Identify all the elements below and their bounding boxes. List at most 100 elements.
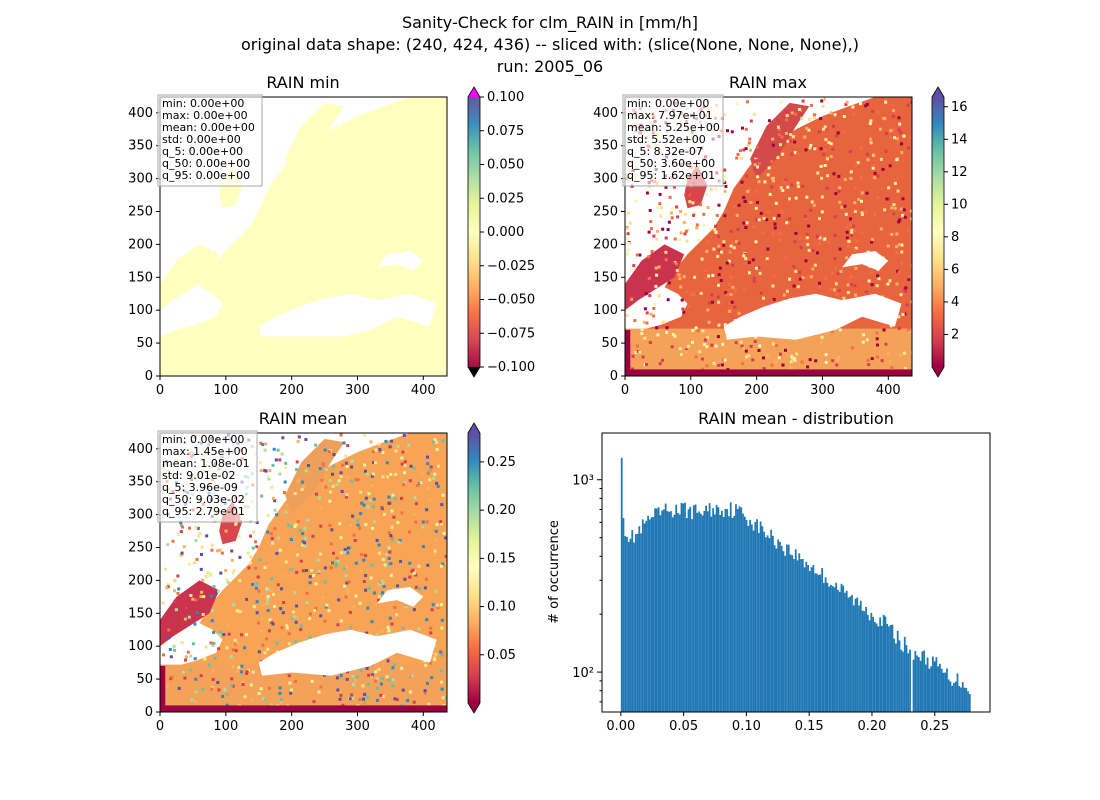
colorbar-tick-label: 0.050	[487, 158, 524, 173]
field-cell	[371, 505, 375, 509]
histogram-bar	[830, 584, 832, 712]
field-cell	[426, 471, 430, 475]
field-cell	[698, 350, 702, 354]
field-cell	[723, 358, 727, 362]
field-cell	[752, 113, 756, 116]
field-cell	[735, 213, 739, 217]
field-cell	[365, 631, 369, 635]
field-cell	[249, 683, 253, 687]
field-cell	[777, 232, 781, 236]
field-cell	[654, 284, 658, 288]
field-cell	[375, 538, 379, 542]
histogram-bar	[657, 507, 660, 712]
field-cell	[196, 526, 200, 530]
field-cell	[335, 483, 339, 486]
field-cell	[705, 364, 709, 368]
field-cell	[685, 350, 688, 354]
field-cell	[885, 197, 889, 201]
field-cell	[421, 545, 425, 549]
field-cell	[655, 237, 659, 241]
field-cell	[788, 217, 792, 221]
histogram-bar	[705, 505, 707, 712]
field-cell	[754, 206, 758, 210]
field-cell	[640, 328, 644, 331]
field-cell	[865, 191, 869, 195]
field-cell	[854, 246, 858, 250]
field-cell	[429, 626, 433, 630]
histogram-bar	[912, 659, 915, 712]
field-cell	[270, 485, 274, 489]
field-cell	[886, 244, 890, 248]
histogram-bar	[893, 638, 896, 712]
field-cell	[429, 465, 433, 469]
field-cell	[444, 554, 447, 558]
histogram-bar	[692, 505, 695, 712]
field-cell	[428, 499, 432, 502]
field-cell	[645, 363, 648, 366]
field-cell	[700, 357, 704, 361]
field-cell	[314, 582, 318, 586]
field-cell	[831, 359, 835, 363]
field-cell	[323, 619, 327, 623]
field-cell	[850, 228, 854, 232]
field-cell	[659, 214, 663, 218]
field-cell	[395, 698, 399, 702]
field-cell	[370, 673, 374, 677]
field-cell	[811, 249, 815, 252]
field-cell	[173, 589, 176, 593]
field-cell	[366, 695, 370, 699]
field-cell	[245, 633, 248, 637]
histogram-bar	[655, 508, 658, 712]
field-cell	[289, 538, 293, 541]
field-cell	[364, 496, 368, 500]
field-cell	[744, 127, 748, 131]
field-cell	[890, 366, 894, 370]
field-cell	[172, 644, 176, 648]
field-cell	[259, 469, 263, 473]
histogram-bar	[935, 657, 938, 712]
histogram-bar	[629, 538, 632, 712]
field-cell	[310, 679, 314, 683]
field-cell	[691, 328, 695, 332]
histogram-bar	[673, 514, 676, 712]
field-cell	[417, 564, 421, 568]
field-cell	[284, 560, 288, 564]
field-cell	[899, 207, 903, 211]
field-cell	[351, 514, 355, 518]
histogram-bar	[712, 508, 715, 712]
field-cell	[240, 664, 244, 668]
field-cell	[766, 210, 770, 214]
field-cell	[813, 147, 817, 151]
field-cell	[280, 452, 284, 456]
field-cell	[729, 275, 733, 279]
field-cell	[897, 128, 901, 132]
field-cell	[815, 235, 819, 239]
field-cell	[899, 293, 903, 297]
field-cell	[776, 125, 780, 129]
field-cell	[762, 367, 766, 370]
map-content	[160, 97, 447, 376]
field-cell	[369, 440, 373, 444]
field-cell	[702, 212, 706, 216]
field-cell	[714, 344, 718, 348]
field-cell	[390, 525, 394, 529]
field-cell	[264, 469, 268, 473]
histogram-bar	[921, 651, 924, 712]
field-cell	[216, 681, 220, 684]
field-cell	[658, 192, 662, 196]
field-cell	[645, 321, 649, 325]
histogram-bar	[768, 538, 771, 712]
field-cell	[838, 186, 842, 190]
field-cell	[439, 564, 443, 568]
field-cell	[421, 520, 425, 524]
field-cell	[432, 440, 436, 444]
field-cell	[305, 601, 309, 605]
field-cell	[808, 146, 812, 150]
field-cell	[910, 209, 912, 213]
field-cell	[210, 543, 214, 547]
x-tick-label: 300	[345, 719, 370, 734]
x-tick-label: 300	[345, 383, 370, 398]
field-cell	[440, 503, 444, 507]
field-cell	[270, 703, 274, 707]
